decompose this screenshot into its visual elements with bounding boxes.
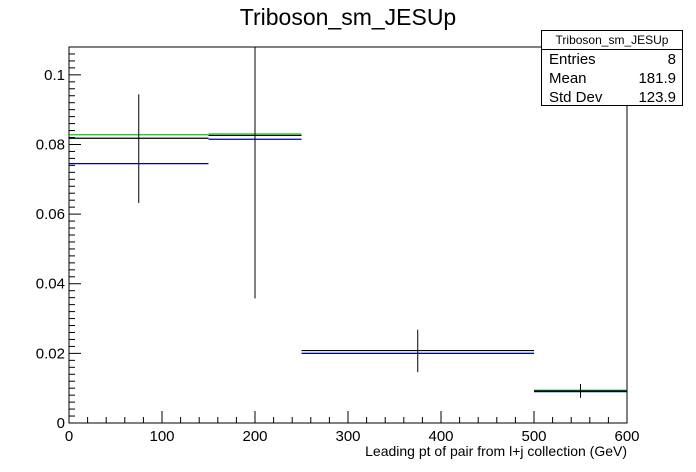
stats-value: 181.9: [638, 70, 676, 87]
stats-title: Triboson_sm_JESUp: [542, 31, 682, 50]
axes: 0 100 200 300 400 500 600 0 0.02 0.04 0.06 0.08 0.1 L…: [36, 46, 640, 459]
x-tick-label: 300: [335, 428, 360, 445]
series-layer: [69, 47, 627, 398]
x-tick-label: 200: [242, 428, 267, 445]
stats-row-mean: Mean 181.9: [542, 69, 682, 88]
x-tick-label: 100: [149, 428, 174, 445]
x-tick-label: 0: [65, 428, 73, 445]
y-tick-label: 0.1: [44, 67, 65, 84]
chart-title: Triboson_sm_JESUp: [239, 4, 457, 30]
stats-value: 8: [667, 51, 676, 68]
y-tick-label: 0.04: [36, 276, 65, 293]
x-tick-label: 600: [614, 428, 639, 445]
stats-label: Entries: [549, 51, 596, 68]
y-tick-label: 0: [57, 415, 65, 432]
y-tick-label: 0.06: [36, 206, 65, 223]
stats-label: Std Dev: [549, 89, 603, 106]
y-tick-label: 0.08: [36, 136, 65, 153]
stats-row-stddev: Std Dev 123.9: [542, 88, 682, 107]
stats-value: 123.9: [638, 89, 676, 106]
x-axis-label: Leading pt of pair from l+j collection (…: [365, 443, 627, 459]
stats-row-entries: Entries 8: [542, 50, 682, 69]
y-tick-label: 0.02: [36, 345, 65, 362]
x-tick-label: 500: [521, 428, 546, 445]
stats-box: Triboson_sm_JESUp Entries 8 Mean 181.9 S…: [541, 30, 683, 106]
x-tick-label: 400: [428, 428, 453, 445]
stats-label: Mean: [549, 70, 587, 87]
